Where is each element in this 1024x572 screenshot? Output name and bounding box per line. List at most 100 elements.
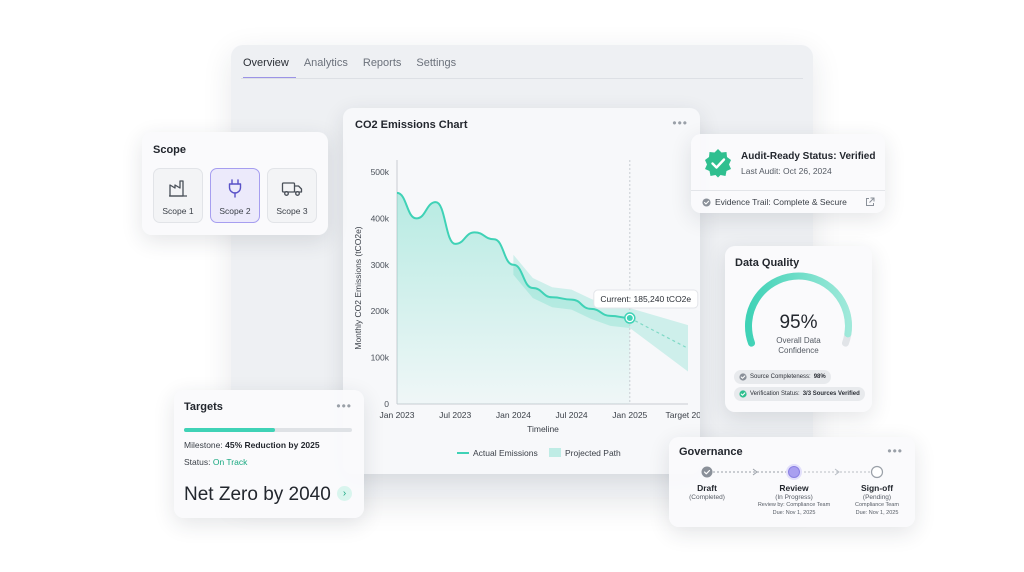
step-due: Due: Nov 1, 2025 [855, 510, 899, 516]
x-tick-label: Jan 2025 [612, 410, 647, 420]
audit-status-title: Audit-Ready Status: Verified [741, 151, 876, 162]
step-review[interactable]: Review (In Progress) Review by: Complian… [749, 483, 839, 517]
x-tick-label: Jan 2023 [380, 410, 415, 420]
status-value: On Track [212, 457, 248, 467]
y-tick-label: 0 [384, 399, 389, 409]
current-point [626, 315, 633, 322]
legend-actual-label: Actual Emissions [473, 448, 538, 458]
check-circle-icon [702, 197, 711, 207]
governance-title: Governance [679, 446, 743, 458]
actual-emissions-line [396, 191, 630, 320]
legend-projected-swatch [549, 448, 561, 457]
confidence-value: 95% [779, 312, 818, 333]
step-title: Sign-off [860, 483, 894, 493]
scope-1-button[interactable]: Scope 1 [153, 168, 203, 223]
x-tick-label: Target 2026 [666, 410, 700, 420]
chevron-right-icon[interactable]: › [337, 486, 352, 501]
tab-overview[interactable]: Overview [243, 57, 296, 79]
arrow-right-icon [752, 468, 758, 476]
milestone-label: Milestone: [184, 440, 223, 450]
audit-divider [691, 190, 885, 191]
y-axis-title: Monthly CO2 Emissions (tCO2e) [353, 226, 363, 349]
x-tick-label: Jul 2023 [439, 410, 471, 420]
verification-status-label: Verification Status: [750, 391, 800, 397]
evidence-trail: Evidence Trail: Complete & Secure [702, 197, 847, 207]
tabs-divider [241, 78, 803, 79]
status-label: Status: [184, 457, 211, 467]
step-state: (In Progress) [775, 494, 813, 501]
data-quality-card: Data Quality 95% Overall Data Confidence… [725, 246, 872, 412]
current-tooltip-text: Current: 185,240 tCO2e [600, 294, 691, 304]
scope-1-label: Scope 1 [162, 206, 194, 216]
step-title: Review [779, 483, 809, 493]
governance-stepper [701, 464, 884, 480]
step-due: Due: Nov 1, 2025 [772, 510, 816, 516]
tab-analytics[interactable]: Analytics [303, 57, 348, 69]
check-icon [703, 469, 711, 475]
step-completed-icon [701, 466, 713, 478]
x-axis-title: Timeline [527, 424, 559, 434]
step-detail: Compliance Team [855, 502, 899, 508]
projected-path-line [629, 317, 689, 349]
y-tick-label: 500k [371, 167, 390, 177]
status-text: Status: On Track [184, 457, 247, 467]
more-options-icon[interactable]: ••• [336, 399, 352, 413]
verification-status-pill: Verification Status: 3/3 Sources Verifie… [734, 387, 865, 401]
tab-reports[interactable]: Reports [362, 57, 402, 69]
check-circle-icon [739, 390, 747, 398]
actual-emissions-area [397, 192, 630, 404]
step-pending-icon [870, 465, 884, 479]
step-detail: Review by: Compliance Team [757, 502, 831, 508]
external-link-icon[interactable] [865, 197, 875, 207]
tab-settings[interactable]: Settings [416, 57, 457, 69]
factory-icon [169, 180, 187, 197]
more-options-icon[interactable]: ••• [887, 444, 903, 458]
scope-title: Scope [153, 144, 187, 156]
net-zero-goal: Net Zero by 2040 [184, 484, 331, 505]
milestone-progress-bar [184, 428, 352, 432]
scope-3-button[interactable]: Scope 3 [267, 168, 317, 223]
confidence-gauge [745, 272, 852, 347]
milestone-text: Milestone: 45% Reduction by 2025 [184, 440, 320, 450]
x-tick-label: Jul 2024 [556, 410, 588, 420]
gauge-fill [745, 272, 852, 347]
y-tick-label: 100k [371, 353, 390, 363]
milestone-progress-fill [184, 428, 275, 432]
source-completeness-pill: Source Completeness: 98% [734, 370, 831, 384]
step-draft[interactable]: Draft (Completed) [662, 483, 752, 501]
scope-3-label: Scope 3 [276, 206, 308, 216]
targets-card: Targets ••• Milestone: 45% Reduction by … [174, 390, 364, 518]
scope-2-button[interactable]: Scope 2 [210, 168, 260, 223]
step-active-icon [788, 466, 800, 478]
step-title: Draft [697, 483, 717, 493]
chart-title: CO2 Emissions Chart [355, 119, 468, 131]
verification-status-value: 3/3 Sources Verified [802, 391, 860, 397]
verified-badge-icon [705, 149, 731, 178]
source-completeness-label: Source Completeness: [750, 374, 811, 380]
data-quality-title: Data Quality [735, 257, 800, 269]
step-state: (Completed) [689, 494, 725, 501]
scope-card: Scope Scope 1 Scope 2 Scope 3 [142, 132, 328, 235]
emissions-chart: 0 100k 200k 300k 400k 500k Jan 2023 Jul 2023 Jan… [353, 160, 700, 458]
y-tick-label: 200k [371, 306, 390, 316]
evidence-trail-text: Evidence Trail: Complete & Secure [715, 197, 847, 207]
last-audit-date: Last Audit: Oct 26, 2024 [741, 166, 832, 176]
x-tick-label: Jan 2024 [496, 410, 531, 420]
current-tooltip-box [593, 289, 699, 309]
targets-title: Targets [184, 401, 223, 413]
more-options-icon[interactable]: ••• [672, 116, 688, 130]
step-sign-off[interactable]: Sign-off (Pending) Compliance Team Due: … [832, 483, 922, 517]
arrow-right-icon [834, 468, 840, 476]
audit-status-card: Audit-Ready Status: Verified Last Audit:… [691, 134, 885, 213]
source-completeness-value: 98% [813, 374, 826, 380]
tab-bar: Overview Analytics Reports Settings [243, 57, 471, 79]
y-tick-label: 300k [371, 260, 390, 270]
check-circle-icon [739, 373, 747, 381]
milestone-value: 45% Reduction by 2025 [225, 440, 320, 450]
y-tick-label: 400k [371, 213, 390, 223]
plug-icon [228, 179, 242, 198]
scope-2-label: Scope 2 [219, 206, 251, 216]
emissions-chart-card: 0 100k 200k 300k 400k 500k Jan 2023 Jul 2023 Jan… [343, 108, 700, 474]
confidence-label: Overall Data Confidence [776, 336, 821, 355]
legend-projected-label: Projected Path [565, 448, 621, 458]
